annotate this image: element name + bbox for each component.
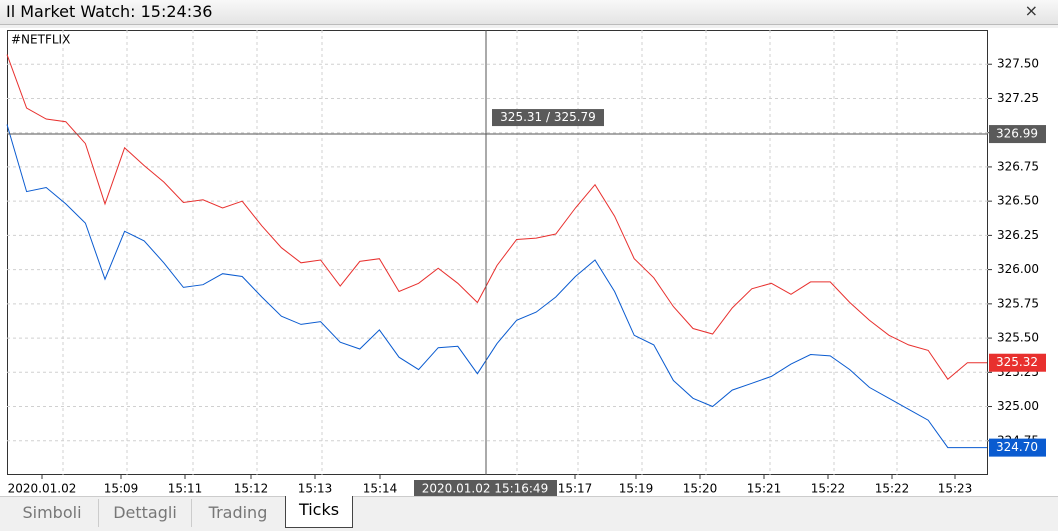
x-tick-label: 15:17 <box>558 482 593 496</box>
crosshair-tooltip: 325.31 / 325.79 <box>500 110 596 124</box>
last-price-label: 324.70 <box>996 440 1038 454</box>
tab[interactable]: Trading <box>208 503 268 522</box>
title-bar: Il Market Watch: 15:24:36 × <box>0 0 1058 25</box>
window-title: Il Market Watch: 15:24:36 <box>6 2 213 21</box>
x-tick-label: 15:21 <box>747 482 782 496</box>
crosshair-price-label: 326.99 <box>996 127 1038 141</box>
plot-frame <box>7 30 988 475</box>
x-tick-label: 15:11 <box>168 482 203 496</box>
y-tick-label: 326.00 <box>997 262 1039 276</box>
symbol-label: #NETFLIX <box>11 33 70 47</box>
x-tick-label: 15:23 <box>938 482 973 496</box>
y-tick-label: 325.50 <box>997 331 1039 345</box>
y-tick-label: 325.75 <box>997 296 1039 310</box>
tab[interactable]: Simboli <box>6 499 99 527</box>
x-tick-label: 2020.01.02 <box>8 482 77 496</box>
x-tick-label: 15:20 <box>683 482 718 496</box>
last-price-box <box>989 353 1046 372</box>
y-tick-label: 326.50 <box>997 194 1039 208</box>
y-tick-label: 327.50 <box>997 57 1039 71</box>
close-button[interactable]: × <box>1024 1 1038 20</box>
x-tick-label: 15:12 <box>234 482 269 496</box>
last-price-label: 325.32 <box>996 355 1038 369</box>
y-tick-label: 326.25 <box>997 228 1039 242</box>
chart: 324.75325.00325.25325.50325.75326.00326.… <box>0 28 1058 496</box>
x-tick-label: 15:09 <box>104 482 139 496</box>
tab-strip <box>0 496 1058 531</box>
last-price-box <box>989 438 1046 457</box>
x-tick-label: 15:22 <box>811 482 846 496</box>
tab-active[interactable]: Ticks <box>285 496 353 528</box>
price-line <box>6 54 987 380</box>
y-tick-label: 327.25 <box>997 91 1039 105</box>
crosshair-time-label: 2020.01.02 15:16:49 <box>422 482 548 496</box>
y-tick-label: 325.00 <box>997 399 1039 413</box>
x-tick-label: 15:22 <box>875 482 910 496</box>
y-tick-label: 326.75 <box>997 159 1039 173</box>
crosshair-tooltip-box <box>492 109 604 127</box>
x-tick-label: 15:14 <box>363 482 398 496</box>
crosshair-price-box <box>989 125 1046 144</box>
crosshair-time-box <box>414 480 557 496</box>
x-tick-label: 15:19 <box>619 482 654 496</box>
price-line <box>6 124 987 449</box>
chart-background <box>0 28 1058 496</box>
tab[interactable]: Dettagli <box>99 499 192 527</box>
x-tick-label: 15:13 <box>298 482 333 496</box>
